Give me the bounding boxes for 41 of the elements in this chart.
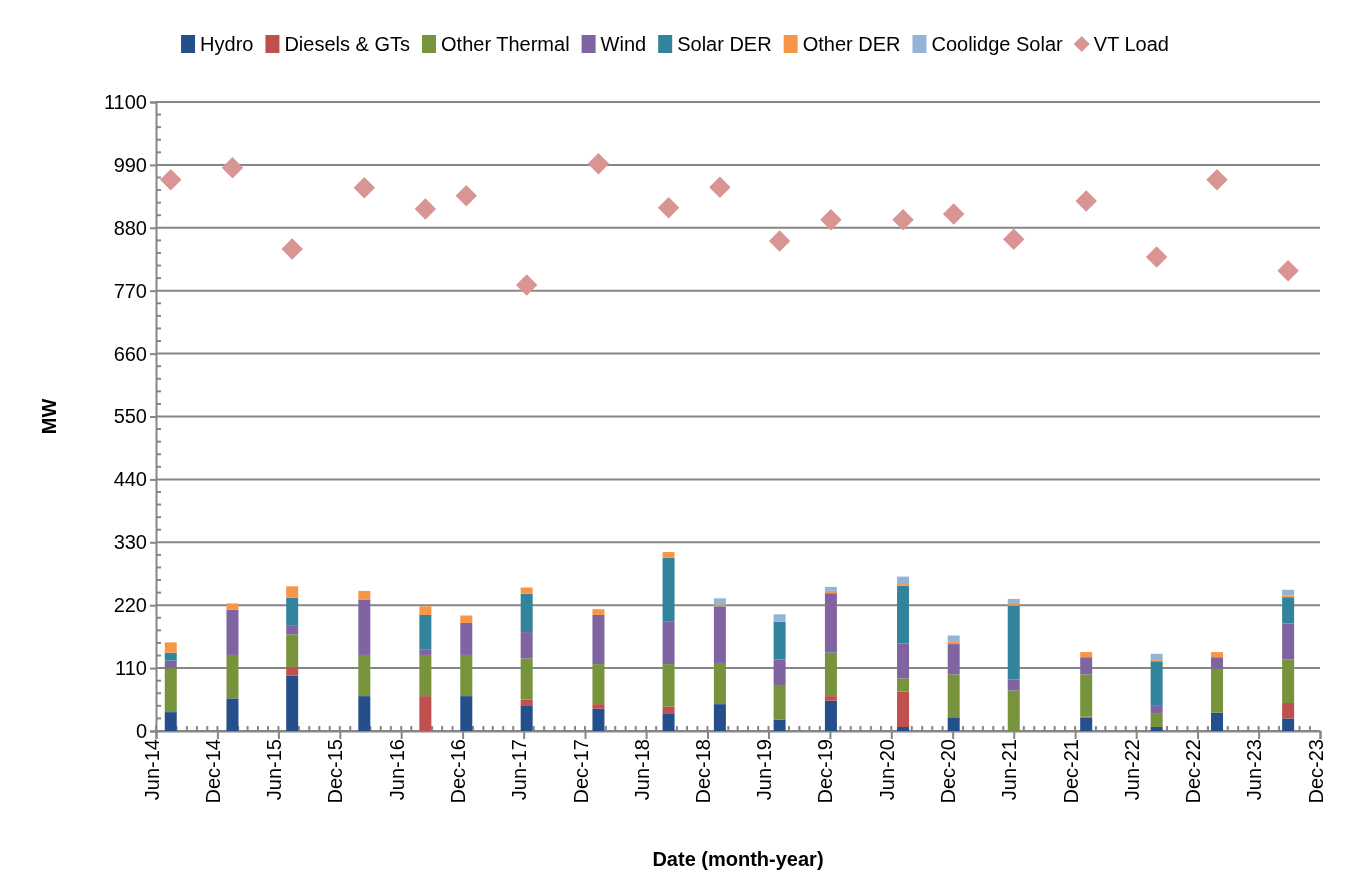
legend-label: Coolidge Solar — [931, 33, 1064, 55]
x-tick-label: Dec-21 — [1059, 739, 1082, 804]
x-tick-label: Dec-20 — [937, 739, 960, 804]
x-tick-label: Jun-17 — [508, 739, 531, 801]
y-tick-label: 1100 — [103, 90, 147, 113]
legend-label: Wind — [600, 33, 647, 55]
y-tick-label: 0 — [135, 719, 147, 742]
x-tick-label: Jun-16 — [385, 739, 408, 801]
legend-label: VT Load — [1093, 33, 1169, 55]
y-tick-label: 220 — [113, 594, 147, 617]
y-tick-label: 990 — [113, 153, 147, 176]
x-tick-label: Dec-14 — [201, 739, 224, 804]
x-tick-label: Jun-21 — [998, 739, 1021, 801]
x-tick-label: Dec-19 — [814, 739, 837, 804]
legend-label: Diesels & GTs — [284, 33, 411, 55]
y-tick-label: 330 — [113, 531, 147, 554]
x-tick-label: Jun-18 — [630, 739, 653, 801]
y-tick-label: 110 — [115, 657, 147, 679]
x-tick-label: Dec-18 — [691, 739, 714, 804]
x-tick-label: Dec-15 — [324, 739, 347, 804]
legend-label: Other DER — [802, 33, 901, 55]
x-tick-label: Dec-23 — [1304, 739, 1327, 804]
x-tick-label: Jun-20 — [875, 739, 898, 801]
x-tick-label: Jun-15 — [262, 739, 285, 801]
y-tick-label: 880 — [113, 216, 147, 239]
x-tick-label: Jun-19 — [753, 739, 776, 801]
legend-label: Other Thermal — [441, 33, 570, 55]
x-tick-label: Dec-22 — [1182, 739, 1205, 804]
x-axis-title: Date (month-year) — [652, 848, 824, 870]
x-tick-label: Dec-16 — [447, 739, 470, 804]
x-tick-label: Jun-14 — [140, 739, 163, 801]
y-tick-label: 550 — [113, 405, 147, 428]
y-tick-label: 660 — [113, 342, 147, 365]
y-axis-title: MW — [38, 398, 60, 435]
x-tick-label: Jun-23 — [1243, 739, 1266, 801]
legend-label: Solar DER — [677, 33, 772, 55]
legend-label: Hydro — [200, 33, 254, 55]
y-tick-label: 770 — [113, 279, 147, 302]
x-tick-label: Jun-22 — [1120, 739, 1143, 801]
y-tick-label: 440 — [113, 468, 147, 491]
x-tick-label: Dec-17 — [569, 739, 592, 804]
